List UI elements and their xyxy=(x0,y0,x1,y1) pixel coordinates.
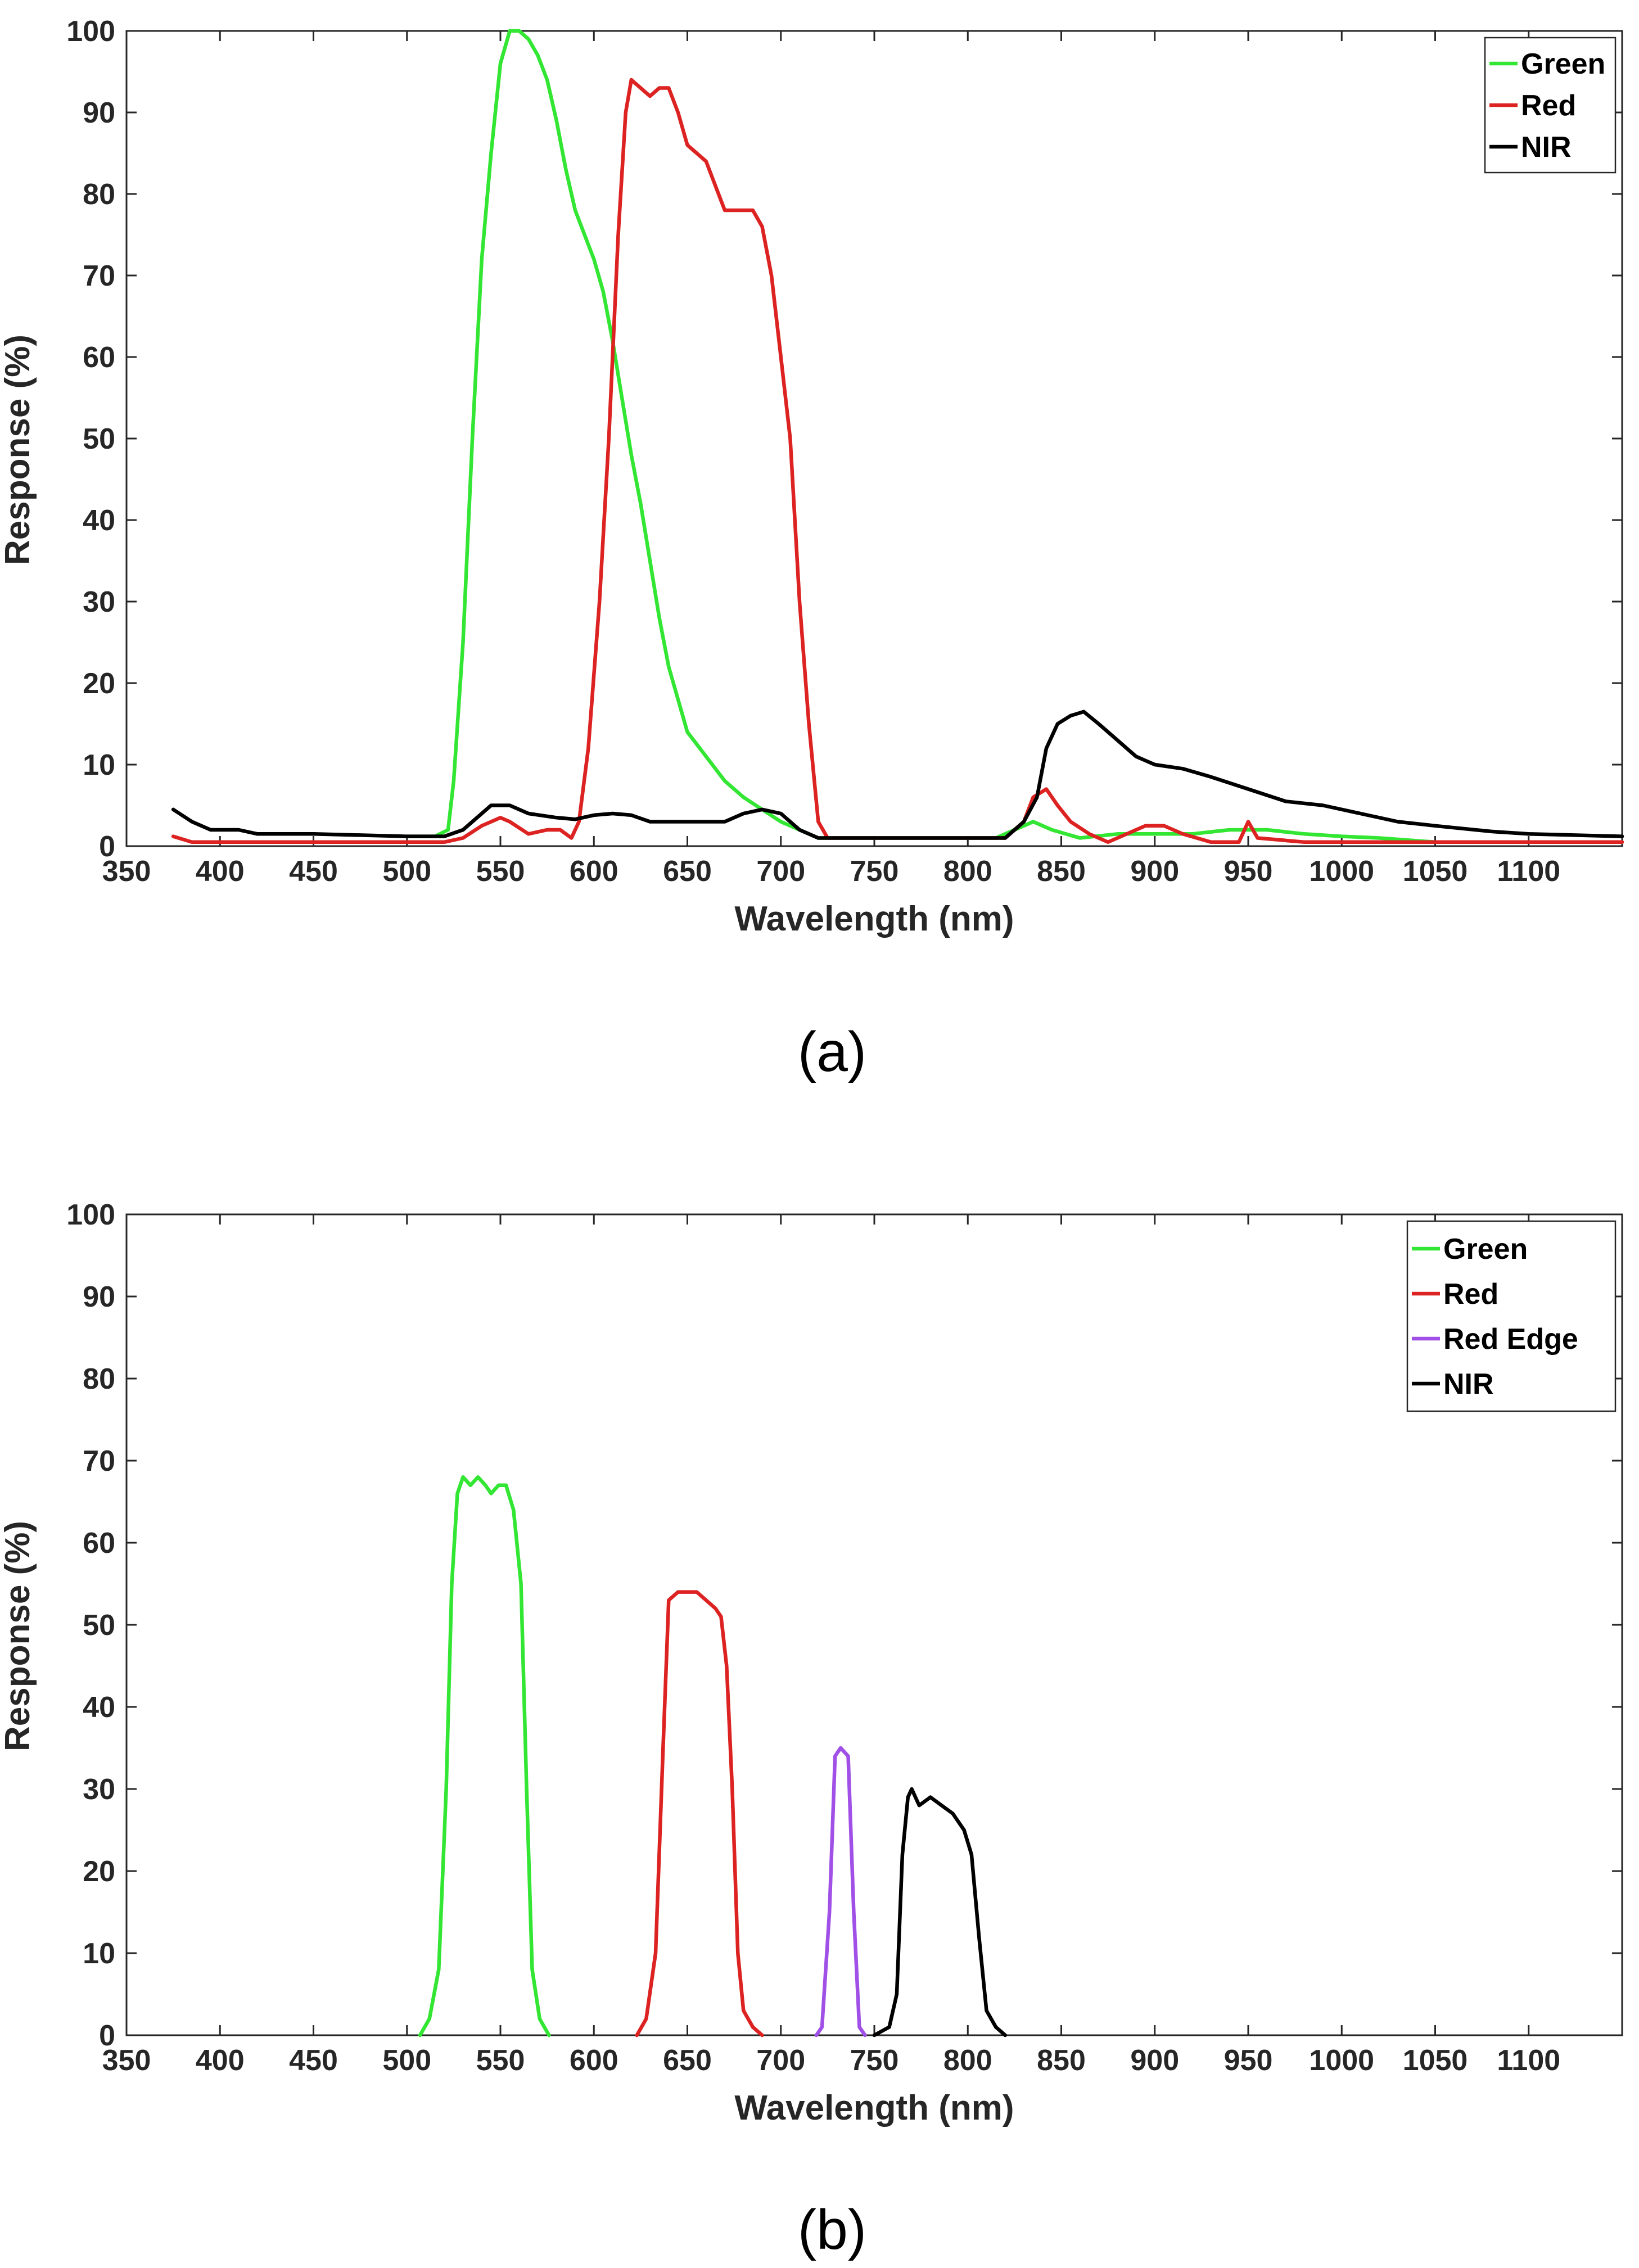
panel-b-legend-label-red-edge: Red Edge xyxy=(1443,1323,1578,1356)
panel-b-x-tick-label: 850 xyxy=(1037,2044,1086,2077)
panel-a-y-tick-label: 100 xyxy=(66,15,115,48)
panel-b-y-axis-label: Response (%) xyxy=(0,1521,37,1751)
panel-a-x-tick-label: 350 xyxy=(102,855,151,888)
panel-a-y-tick-label: 50 xyxy=(83,423,115,455)
panel-b-x-tick-label: 1100 xyxy=(1497,2044,1560,2077)
panel-b-x-tick-label: 550 xyxy=(476,2044,525,2077)
panel-b-y-tick-label: 80 xyxy=(83,1363,115,1395)
panel-a-legend: Green Red NIR xyxy=(1484,37,1617,174)
panel-a-x-tick-label: 650 xyxy=(663,855,712,888)
panel-b-x-tick-label: 700 xyxy=(756,2044,805,2077)
panel-a-x-tick-label: 450 xyxy=(289,855,338,888)
panel-a-plot-frame xyxy=(125,30,1623,847)
panel-a-x-tick-label: 1100 xyxy=(1497,855,1560,888)
panel-a-x-tick-label: 600 xyxy=(570,855,618,888)
panel-b-legend: Green Red Red Edge NIR xyxy=(1406,1220,1617,1412)
panel-a-series-red-line xyxy=(171,78,1624,844)
panel-b-y-tick-label: 60 xyxy=(83,1527,115,1560)
panel-b-y-tick-label: 50 xyxy=(83,1609,115,1642)
panel-a-x-tick-label: 850 xyxy=(1037,855,1086,888)
panel-a-y-tick-label: 10 xyxy=(83,749,115,781)
panel-b-legend-box xyxy=(1406,1220,1617,1412)
panel-b-y-tick-label: 0 xyxy=(99,2019,115,2052)
panel-a-x-tick-label: 550 xyxy=(476,855,525,888)
panel-b-y-tick-label: 90 xyxy=(83,1281,115,1313)
panel-b-series-green-line xyxy=(418,1475,551,2037)
panel-a-legend-label-red: Red xyxy=(1521,89,1576,122)
panel-a-legend-label-green: Green xyxy=(1521,48,1605,80)
panel-b-y-tick-label: 70 xyxy=(83,1445,115,1478)
panel-b-legend-label-red: Red xyxy=(1443,1278,1498,1311)
panel-b-x-axis-label: Wavelength (nm) xyxy=(734,2089,1014,2127)
panel-a-y-tick-label: 60 xyxy=(83,341,115,374)
panel-a-y-tick-label: 40 xyxy=(83,504,115,537)
panel-b-x-tick-label: 350 xyxy=(102,2044,151,2077)
panel-a-y-tick-label: 90 xyxy=(83,97,115,129)
panel-a-x-tick-label: 950 xyxy=(1224,855,1273,888)
panel-a-x-tick-label: 400 xyxy=(196,855,245,888)
panel-b-x-tick-label: 650 xyxy=(663,2044,712,2077)
panel-b-caption: (b) xyxy=(798,2198,866,2261)
panel-a-y-axis-label: Response (%) xyxy=(0,335,37,565)
panel-a-x-tick-label: 500 xyxy=(382,855,431,888)
panel-a-series-nir-line xyxy=(171,710,1624,840)
panel-b-y-tick-label: 30 xyxy=(83,1773,115,1806)
panel-b-y-tick-label: 20 xyxy=(83,1855,115,1888)
panel-b-plot-frame xyxy=(125,1213,1623,2036)
panel-b-x-tick-label: 900 xyxy=(1130,2044,1179,2077)
panel-b-x-tick-label: 1050 xyxy=(1403,2044,1468,2077)
panel-a-x-tick-label: 800 xyxy=(943,855,992,888)
panel-a-y-tick-label: 20 xyxy=(83,667,115,700)
panel-b-x-tick-label: 750 xyxy=(850,2044,899,2077)
panel-b-y-tick-label: 10 xyxy=(83,1937,115,1970)
panel-b-x-tick-label: 600 xyxy=(570,2044,618,2077)
panel-a-x-tick-label: 1050 xyxy=(1403,855,1468,888)
panel-a-x-tick-label: 1000 xyxy=(1309,855,1374,888)
panel-a-chart: 350 400 450 500 550 600 650 700 750 800 850 900 950 1… xyxy=(0,15,1624,1083)
panel-a-y-tick-label: 30 xyxy=(83,586,115,618)
panel-b-legend-label-nir: NIR xyxy=(1443,1368,1494,1400)
panel-a-y-tick-label: 80 xyxy=(83,178,115,211)
panel-a-x-axis-label: Wavelength (nm) xyxy=(734,900,1014,938)
panel-b-x-tick-label: 800 xyxy=(943,2044,992,2077)
panel-b-chart: 350 400 450 500 550 600 650 700 750 800 850 900 950 1… xyxy=(0,1199,1623,2261)
panel-b-x-tick-label: 500 xyxy=(382,2044,431,2077)
panel-b-series-red-line xyxy=(635,1590,764,2037)
panel-b-series-red-edge-line xyxy=(814,1746,867,2037)
panel-a-y-tick-label: 70 xyxy=(83,260,115,292)
panel-a-legend-label-nir: NIR xyxy=(1521,131,1572,164)
panel-a-series-green-line xyxy=(405,29,1624,844)
panel-a-x-tick-label: 900 xyxy=(1130,855,1179,888)
panel-b-x-tick-label: 450 xyxy=(289,2044,338,2077)
panel-a-caption: (a) xyxy=(798,1020,866,1083)
panel-b-y-tick-label: 100 xyxy=(66,1199,115,1231)
panel-b-x-tick-label: 400 xyxy=(196,2044,245,2077)
panel-b-legend-label-green: Green xyxy=(1443,1233,1528,1266)
panel-b-x-tick-label: 950 xyxy=(1224,2044,1273,2077)
panel-a-x-tick-label: 750 xyxy=(850,855,899,888)
panel-a-y-tick-label: 0 xyxy=(99,830,115,863)
panel-a-x-tick-label: 700 xyxy=(756,855,805,888)
panel-b-x-tick-label: 1000 xyxy=(1309,2044,1374,2077)
panel-b-series-nir-line xyxy=(872,1787,1008,2037)
panel-b-y-tick-label: 40 xyxy=(83,1691,115,1724)
